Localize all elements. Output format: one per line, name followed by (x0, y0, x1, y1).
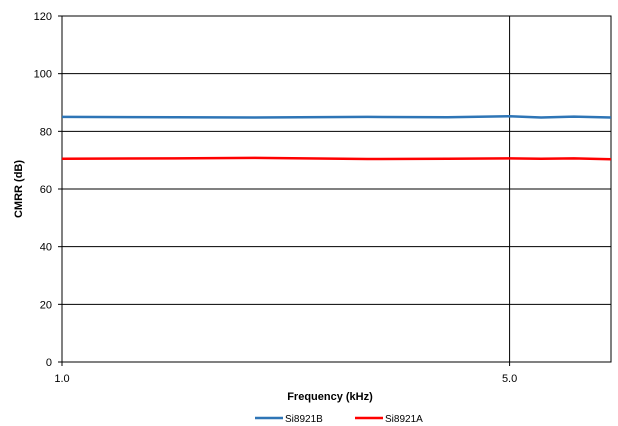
y-tick-label: 20 (40, 299, 52, 311)
x-tick-label: 1.0 (54, 373, 69, 385)
legend-label: Si8921A (385, 414, 423, 425)
y-tick-label: 80 (40, 126, 52, 138)
y-tick-label: 40 (40, 242, 52, 254)
y-tick-label: 100 (34, 69, 52, 81)
series-line-si8921a (61, 156, 612, 161)
legend-label: Si8921B (285, 414, 323, 425)
legend: Si8921B Si8921A (255, 414, 423, 425)
y-axis-title: CMRR (dB) (13, 160, 25, 218)
grid-lines (62, 16, 611, 362)
y-tick-label: 0 (46, 357, 52, 369)
y-tick-label: 120 (34, 11, 52, 23)
series-line-si8921b (61, 115, 612, 119)
x-axis-title: Frequency (kHz) (287, 391, 373, 403)
y-tick-label: 60 (40, 184, 52, 196)
x-tick-label: 5.0 (502, 373, 517, 385)
series-layer (61, 115, 612, 161)
tick-labels: 0 20 40 60 80 100 120 1.0 5.0 (34, 11, 518, 385)
